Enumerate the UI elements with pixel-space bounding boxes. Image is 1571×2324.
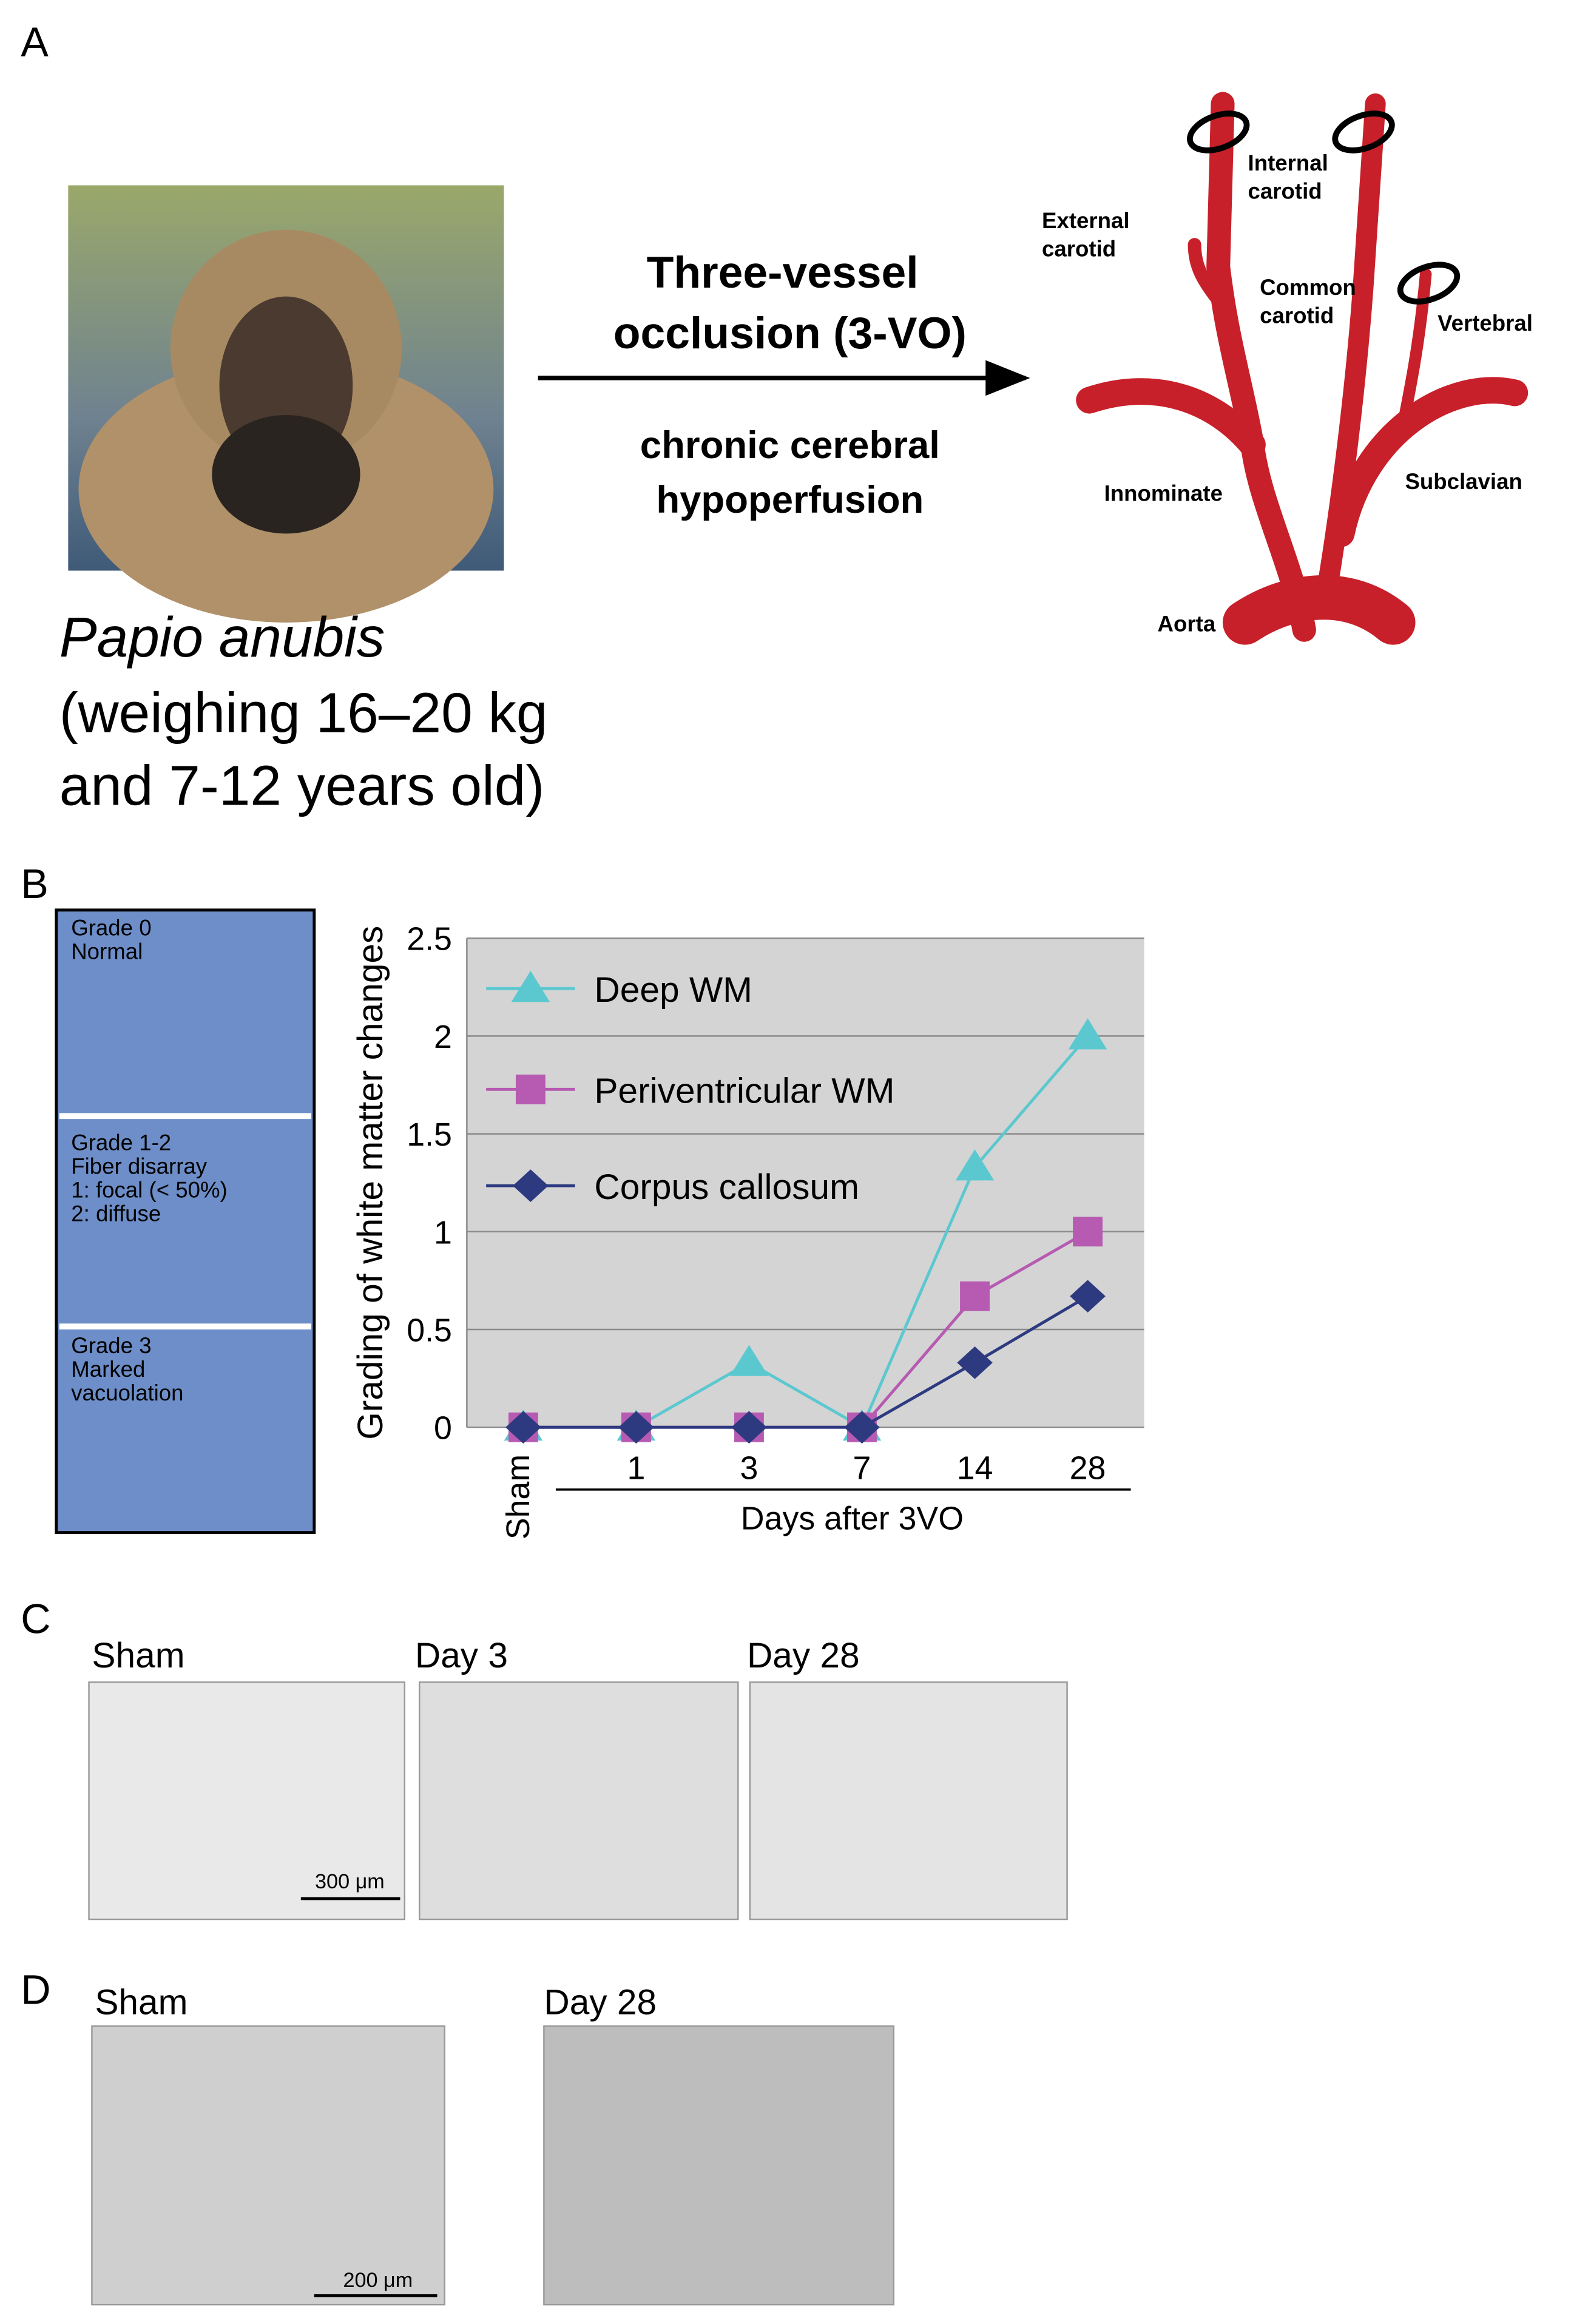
- marker: [731, 1411, 767, 1444]
- grade-label: Fiber disarray: [71, 1154, 208, 1179]
- vessel-label: External: [1042, 208, 1130, 233]
- marker: [960, 1281, 990, 1311]
- marker: [1073, 1217, 1103, 1247]
- y-axis-title: Grading of white matter changes: [351, 926, 390, 1440]
- vessel-label: Internal: [1248, 150, 1328, 175]
- y-tick-label: 2: [434, 1019, 452, 1055]
- panel-letter: A: [21, 19, 49, 66]
- legend-label: Periventricular WM: [594, 1071, 894, 1110]
- x-tick-label: 1: [627, 1450, 645, 1487]
- y-tick-label: 0: [434, 1410, 452, 1447]
- y-tick-label: 1: [434, 1214, 452, 1251]
- vessel-label: Innominate: [1104, 481, 1223, 506]
- grade-label: Grade 1-2: [71, 1130, 171, 1155]
- x-tick-label: Sham: [500, 1454, 536, 1539]
- vessel-label: carotid: [1248, 178, 1322, 203]
- vessel-label: carotid: [1260, 303, 1334, 328]
- label: and 7-12 years old): [59, 754, 545, 817]
- grade-label: 1: focal (< 50%): [71, 1178, 228, 1203]
- legend-label: Corpus callosum: [594, 1167, 859, 1207]
- histology-panel: [55, 908, 316, 1535]
- baboon-photo: [68, 185, 504, 623]
- vessel-label: carotid: [1042, 237, 1116, 262]
- series-line: [523, 1295, 1089, 1429]
- x-tick-label: 3: [740, 1450, 758, 1487]
- marker: [513, 1169, 549, 1202]
- marker: [955, 1149, 995, 1181]
- vessel-label: Vertebral: [1438, 311, 1533, 336]
- image-label: Sham: [95, 1982, 188, 2022]
- marker: [1068, 1018, 1107, 1050]
- grade-label: 2: diffuse: [71, 1201, 161, 1226]
- panel-letter: B: [21, 861, 49, 907]
- image-label: Day 28: [544, 1982, 657, 2022]
- grade-label: Grade 3: [71, 1333, 151, 1358]
- grade-label: vacuolation: [71, 1380, 183, 1405]
- vessel-label: Aorta: [1158, 612, 1216, 637]
- panel-letter: D: [21, 1967, 50, 2013]
- legend-label: Deep WM: [594, 970, 752, 1010]
- image-label: Day 28: [747, 1636, 860, 1675]
- image-label: Day 3: [415, 1636, 508, 1675]
- label: chronic cerebral: [640, 424, 940, 467]
- x-tick-label: 7: [853, 1450, 871, 1487]
- grade-label: Grade 0: [71, 915, 151, 940]
- plot-area: [467, 938, 1144, 1428]
- marker: [505, 1411, 541, 1444]
- micrographs: [88, 1681, 1068, 2306]
- x-tick-label: 28: [1070, 1450, 1106, 1487]
- y-tick-label: 0.5: [407, 1312, 452, 1349]
- marker: [729, 1345, 769, 1376]
- panel-letter: C: [21, 1596, 50, 1643]
- vessel-label: Subclavian: [1405, 469, 1522, 494]
- marker: [844, 1411, 880, 1444]
- label: hypoperfusion: [656, 479, 924, 521]
- label: (weighing 16–20 kg: [59, 681, 548, 745]
- x-tick-label: 14: [957, 1450, 993, 1487]
- scale-label: 200 μm: [343, 2269, 413, 2292]
- label: Three-vessel: [647, 248, 919, 297]
- marker: [511, 970, 550, 1002]
- vessel-label: Common: [1260, 275, 1356, 300]
- y-tick-label: 2.5: [407, 921, 452, 958]
- scale-label: 300 μm: [315, 1870, 385, 1893]
- x-axis-title: Days after 3VO: [741, 1501, 964, 1537]
- artery-diagram: [1076, 92, 1529, 645]
- grade-label: Normal: [71, 939, 143, 964]
- y-tick-label: 1.5: [407, 1116, 452, 1153]
- grade-label: Marked: [71, 1357, 145, 1382]
- label: occlusion (3-VO): [613, 308, 967, 358]
- marker: [515, 1074, 546, 1104]
- marker: [957, 1346, 993, 1379]
- occlusion-rings: [1186, 110, 1461, 305]
- image-label: Sham: [92, 1636, 184, 1675]
- label: Papio anubis: [59, 606, 385, 669]
